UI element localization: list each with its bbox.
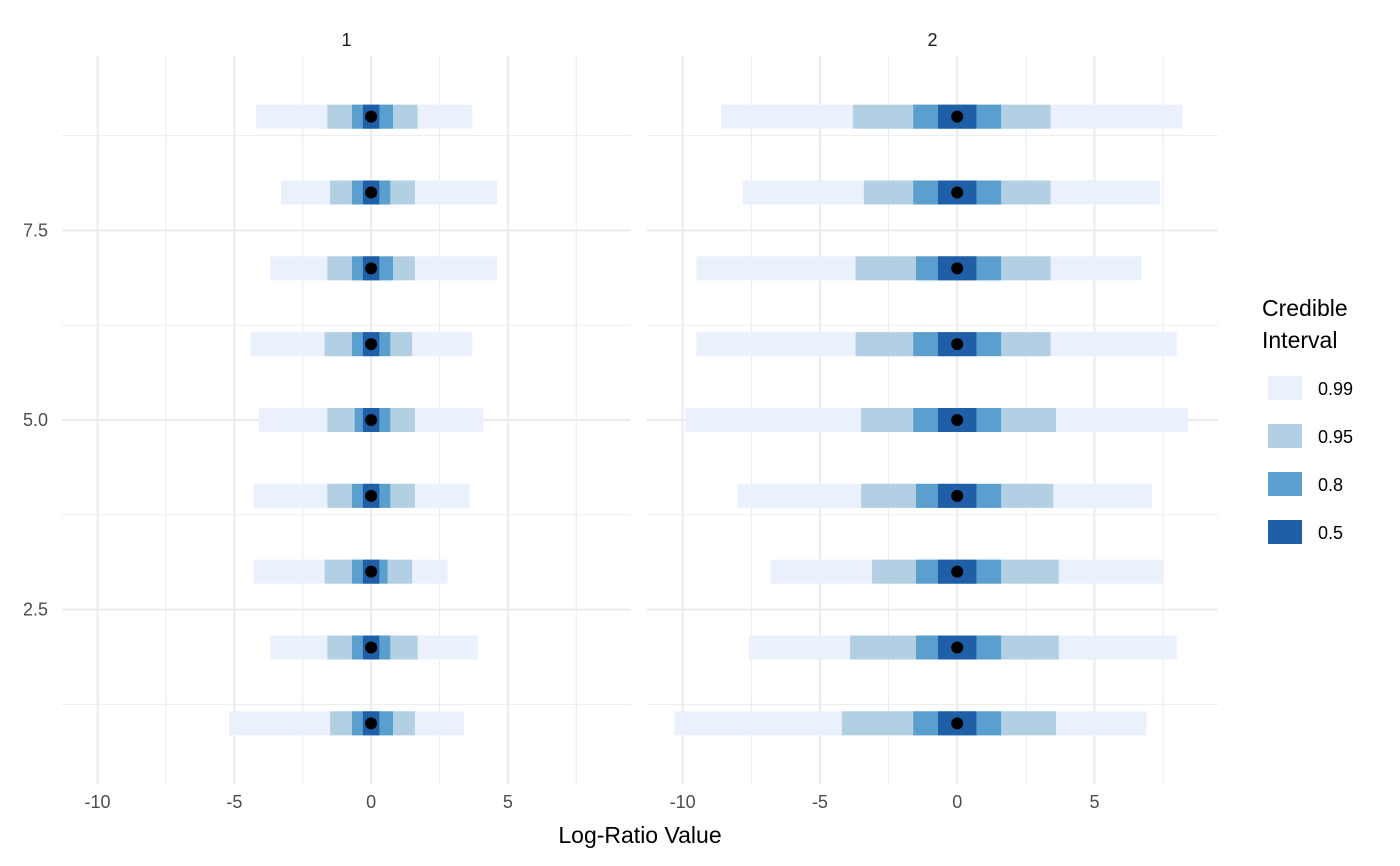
x-tick-label: 5 [1089, 792, 1099, 812]
x-tick-label: 5 [503, 792, 513, 812]
x-tick-label: 0 [952, 792, 962, 812]
median-point [951, 414, 964, 426]
panel-2: 2 -10 -5 0 5 [647, 30, 1218, 812]
median-point [951, 262, 964, 275]
x-tick-label: 0 [366, 792, 376, 812]
interval-row [737, 483, 1153, 508]
y-tick-label: 5.0 [23, 410, 48, 430]
facet-strip-label: 2 [927, 30, 937, 50]
median-point [365, 489, 378, 502]
legend-entry: 0.5 [1268, 520, 1343, 544]
legend-title: Interval [1262, 327, 1337, 353]
interval-row [258, 408, 484, 432]
legend-swatch [1268, 520, 1302, 544]
median-point [365, 110, 378, 123]
interval-row [250, 332, 473, 357]
legend: Credible Interval 0.99 0.95 0.8 0.5 [1262, 295, 1353, 544]
interval-row [696, 256, 1142, 281]
legend-label: 0.5 [1318, 523, 1343, 543]
facet-strip-label: 1 [341, 30, 351, 50]
median-point [365, 338, 378, 351]
legend-entry: 0.95 [1268, 424, 1353, 448]
interval-row [696, 332, 1177, 357]
median-point [951, 717, 964, 730]
interval-row [228, 711, 465, 736]
interval-row [280, 180, 497, 205]
median-point [951, 565, 964, 578]
x-tick-label: -10 [670, 792, 696, 812]
legend-swatch [1268, 376, 1302, 400]
interval-row [721, 104, 1183, 129]
interval-row [269, 256, 497, 281]
legend-entry: 0.99 [1268, 376, 1353, 400]
legend-label: 0.99 [1318, 379, 1353, 399]
y-tick-label: 7.5 [23, 220, 48, 240]
x-tick-label: -5 [226, 792, 242, 812]
legend-swatch [1268, 424, 1302, 448]
interval-row [770, 559, 1164, 584]
median-point [951, 338, 964, 351]
median-point [365, 565, 378, 578]
interval-row [748, 635, 1177, 660]
median-point [365, 186, 378, 199]
interval-row [269, 635, 478, 660]
interval-row [253, 483, 470, 508]
median-point [951, 186, 964, 199]
median-point [365, 262, 378, 275]
median-point [951, 110, 964, 123]
x-tick-label: -5 [812, 792, 828, 812]
x-axis-title: Log-Ratio Value [558, 822, 721, 848]
panels-layer: 1 -10 -5 0 5 2 -10 -5 0 5 2.5 5.0 7.5 [23, 30, 1218, 812]
y-tick-label: 2.5 [23, 600, 48, 620]
panel-1: 1 -10 -5 0 5 [62, 30, 631, 812]
interval-row [253, 559, 448, 584]
interval-row [674, 711, 1147, 736]
median-point [365, 641, 378, 654]
legend-label: 0.95 [1318, 427, 1353, 447]
legend-swatch [1268, 472, 1302, 496]
median-point [365, 717, 378, 730]
median-point [951, 641, 964, 654]
median-point [951, 489, 964, 502]
x-tick-label: -10 [85, 792, 111, 812]
interval-row [685, 408, 1188, 432]
interval-row [743, 180, 1161, 205]
legend-entry: 0.8 [1268, 472, 1343, 496]
legend-label: 0.8 [1318, 475, 1343, 495]
median-point [365, 414, 378, 426]
interval-row [256, 104, 473, 129]
legend-title: Credible [1262, 295, 1348, 321]
